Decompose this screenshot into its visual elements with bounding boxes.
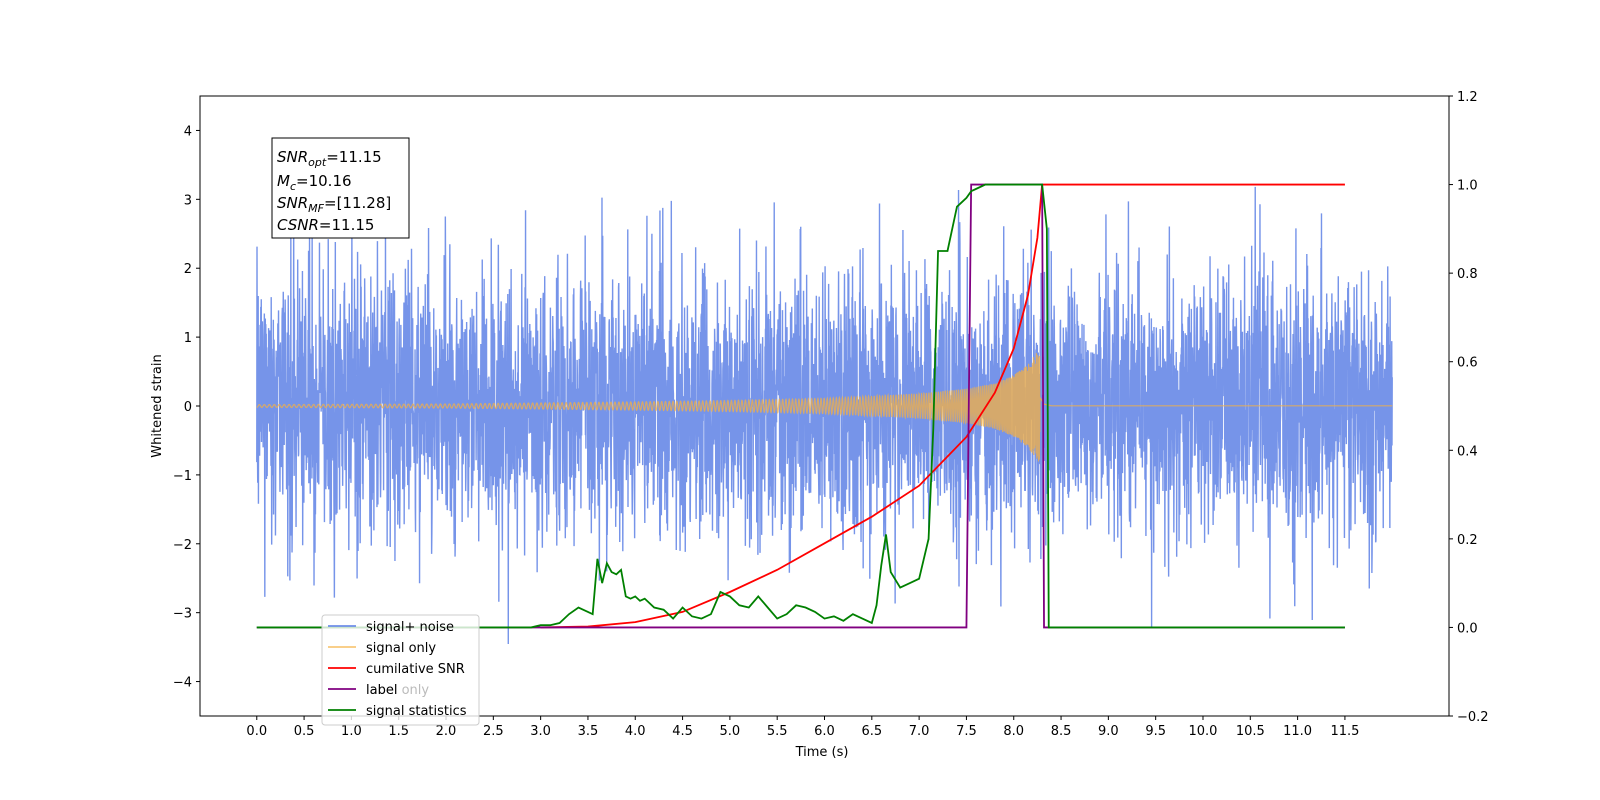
legend-item-signal-statistics: signal statistics (328, 704, 467, 719)
y-right-tick-label: 1.2 (1457, 90, 1478, 105)
legend-label-label-only: label only (366, 683, 429, 698)
x-tick-label: 4.5 (672, 724, 693, 739)
annotation-csnr: CSNR=11.15 (277, 216, 374, 234)
annotation-chirp-mass: Mc=10.16 (277, 172, 352, 193)
y-right-tick-label: 0.2 (1457, 533, 1478, 548)
x-tick-label: 10.0 (1189, 724, 1218, 739)
legend-box (321, 614, 480, 726)
x-axis: 0.0 0.5 1.0 1.5 2.0 2.5 3.0 3.5 4.0 4.5 5.0 5.5 6.0 6… (246, 716, 1359, 739)
x-tick-label: 9.0 (1098, 724, 1119, 739)
legend-label-signal-statistics: signal statistics (366, 704, 467, 719)
legend-label-signal-noise: signal+ noise (366, 620, 454, 635)
y-right-tick-label: 0.0 (1457, 621, 1478, 636)
legend-item-signal-noise: signal+ noise (328, 620, 454, 635)
y-axis-label: Whitened strain (150, 354, 165, 457)
annotation-box (271, 137, 410, 239)
y-tick-label: −3 (173, 607, 192, 622)
y-axis-left: −4 −3 −2 −1 0 1 2 3 4 (173, 124, 200, 691)
y-right-tick-label: 1.0 (1457, 179, 1478, 194)
annotation-snr-opt: SNRopt=11.15 (277, 148, 382, 169)
y-right-tick-label: 0.8 (1457, 267, 1478, 282)
series-layer (256, 183, 1393, 644)
series-line-signal-only (256, 353, 1393, 462)
x-tick-label: 1.0 (341, 724, 362, 739)
x-tick-label: 8.5 (1051, 724, 1072, 739)
legend-item-signal-only: signal only (328, 641, 436, 656)
y-right-tick-label: −0.2 (1457, 710, 1489, 725)
stats-annotation: SNRopt=11.15 Mc=10.16 SNRMF=[11.28] CSNR… (271, 137, 410, 239)
legend-label-cumulative-snr: cumilative SNR (366, 662, 465, 677)
y-right-tick-label: 0.4 (1457, 444, 1478, 459)
y-tick-label: 2 (184, 262, 192, 277)
x-tick-label: 1.5 (388, 724, 409, 739)
x-tick-label: 11.5 (1330, 724, 1359, 739)
x-axis-label: Time (s) (795, 745, 849, 760)
y-tick-label: 0 (184, 400, 192, 415)
legend-item-label-only: label only (366, 683, 429, 698)
x-tick-label: 7.5 (956, 724, 977, 739)
x-tick-label: 11.0 (1283, 724, 1312, 739)
x-tick-label: 2.0 (436, 724, 457, 739)
x-tick-label: 5.5 (767, 724, 788, 739)
x-tick-label: 3.0 (530, 724, 551, 739)
series-line-signal-statistics (256, 183, 1345, 629)
y-tick-label: 1 (184, 331, 192, 346)
x-tick-label: 0.5 (294, 724, 315, 739)
x-tick-label: 4.0 (625, 724, 646, 739)
y-right-tick-label: 0.6 (1457, 356, 1478, 371)
x-tick-label: 7.0 (909, 724, 930, 739)
legend-item-label: label (328, 683, 397, 698)
x-tick-label: 6.5 (861, 724, 882, 739)
legend-item-cumulative-snr: cumilative SNR (328, 662, 465, 677)
legend-label-signal-only: signal only (366, 641, 436, 656)
y-tick-label: −2 (173, 538, 192, 553)
x-tick-label: 10.5 (1236, 724, 1265, 739)
x-tick-label: 0.0 (246, 724, 267, 739)
x-tick-label: 6.0 (814, 724, 835, 739)
legend-label-label: label (366, 683, 397, 698)
y-axis-right: −0.2 0.0 0.2 0.4 0.6 0.8 1.0 1.2 (1449, 90, 1489, 725)
y-tick-label: 4 (184, 124, 192, 139)
series-line-cumilative-snr (540, 183, 1345, 629)
series-line-signal-noise (256, 186, 1393, 644)
x-tick-label: 5.0 (720, 724, 741, 739)
y-tick-label: 3 (184, 193, 192, 208)
y-tick-label: −1 (173, 469, 192, 484)
x-tick-label: 3.5 (578, 724, 599, 739)
annotation-snr-mf: SNRMF=[11.28] (277, 194, 391, 215)
y-tick-label: −4 (173, 676, 192, 691)
legend: signal+ noise signal only cumilative SNR… (321, 614, 480, 726)
x-tick-label: 2.5 (483, 724, 504, 739)
x-tick-label: 9.5 (1145, 724, 1166, 739)
x-tick-label: 8.0 (1003, 724, 1024, 739)
